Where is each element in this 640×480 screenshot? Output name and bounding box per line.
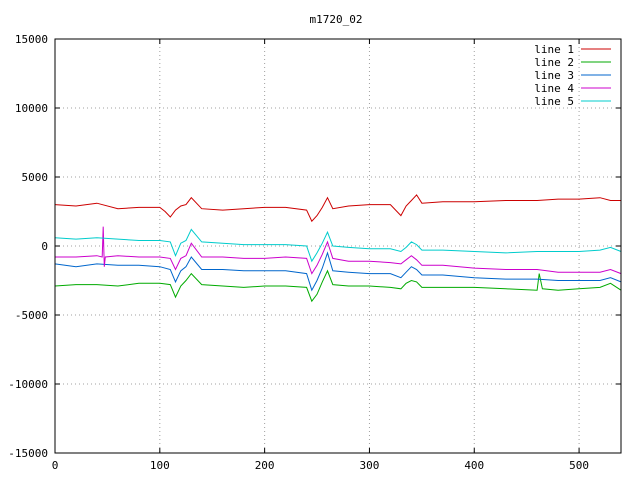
series-line-3: [54, 251, 622, 292]
y-tick-label: -10000: [8, 378, 48, 391]
x-tick-label: 100: [150, 459, 170, 472]
axis-ticks: 0 100 200 300 400 500 -15000 -10000 -5000 0 5000 10…: [8, 33, 621, 472]
chart-title: m1720_02: [310, 13, 363, 26]
legend-label: line 3: [534, 69, 574, 82]
y-tick-label: -15000: [8, 447, 48, 460]
y-tick-label: 15000: [15, 33, 48, 46]
series-layer: [54, 194, 622, 303]
x-tick-label: 300: [360, 459, 380, 472]
legend-label: line 5: [534, 95, 574, 108]
y-tick-label: 10000: [15, 102, 48, 115]
x-tick-label: 400: [464, 459, 484, 472]
x-tick-label: 500: [569, 459, 589, 472]
y-tick-label: 5000: [22, 171, 49, 184]
x-tick-label: 200: [255, 459, 275, 472]
series-line-5: [54, 228, 622, 263]
legend-label: line 1: [534, 43, 574, 56]
legend-label: line 4: [534, 82, 574, 95]
y-tick-label: 0: [41, 240, 48, 253]
series-line-2: [54, 269, 622, 303]
y-tick-label: -5000: [15, 309, 48, 322]
x-tick-label: 0: [52, 459, 59, 472]
series-line-4: [55, 226, 622, 275]
legend-label: line 2: [534, 56, 574, 69]
grid: [55, 39, 621, 453]
series-line-1: [54, 194, 621, 223]
